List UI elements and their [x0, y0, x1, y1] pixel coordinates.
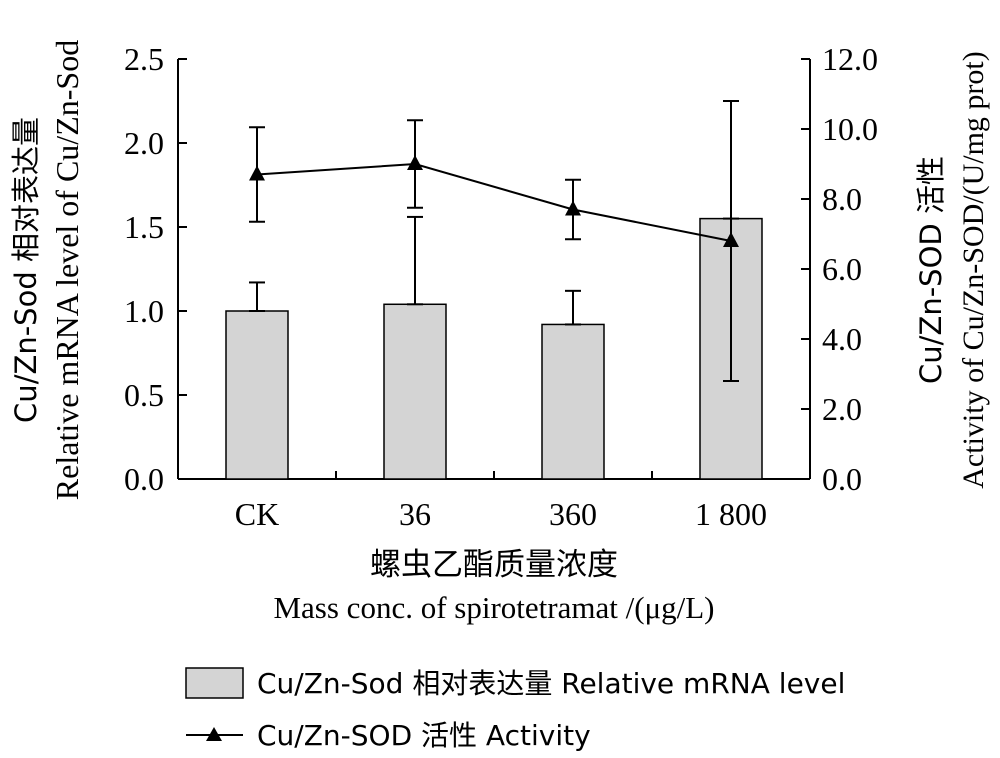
left-axis-ticks: 0.0 0.5 1.0 1.5 2.0 2.5: [124, 41, 187, 497]
right-tick-label: 6.0: [822, 251, 862, 287]
left-tick-label: 2.5: [124, 41, 164, 77]
bar: [383, 303, 447, 480]
left-axis-label-line2: Relative mRNA level of Cu/Zn-Sod: [49, 40, 85, 500]
bar: [225, 310, 289, 480]
x-tick-label: 360: [549, 496, 597, 532]
line-point: [249, 165, 265, 181]
right-tick-label: 10.0: [822, 111, 878, 147]
line-series: [249, 100, 739, 382]
legend-line-label: Cu/Zn-SOD 活性 Activity: [257, 719, 591, 752]
right-tick-label: 4.0: [822, 321, 862, 357]
right-tick-label: 0.0: [822, 461, 862, 497]
legend-triangle-marker: [206, 727, 222, 741]
activity-line: [256, 162, 732, 242]
x-tick-label: 1 800: [695, 496, 767, 532]
bar-series: [225, 217, 763, 480]
right-tick-label: 8.0: [822, 181, 862, 217]
left-tick-label: 0.0: [124, 461, 164, 497]
legend-bar-label: Cu/Zn-Sod 相对表达量 Relative mRNA level: [257, 667, 845, 700]
left-tick-label: 2.0: [124, 125, 164, 161]
line-point: [565, 200, 581, 216]
left-tick-label: 0.5: [124, 377, 164, 413]
right-tick-label: 12.0: [822, 41, 878, 77]
legend: Cu/Zn-Sod 相对表达量 Relative mRNA level Cu/Z…: [185, 667, 845, 752]
bar-error-bars: [249, 100, 739, 326]
legend-bar-swatch: [185, 667, 244, 699]
left-tick-label: 1.0: [124, 293, 164, 329]
x-axis-label-line2: Mass conc. of spirotetramat /(μg/L): [273, 590, 714, 625]
right-tick-label: 2.0: [822, 391, 862, 427]
line-point: [723, 232, 739, 247]
left-axis-label-line1: Cu/Zn-Sod 相对表达量: [9, 117, 43, 423]
right-axis-label-line1: Cu/Zn-SOD 活性: [914, 156, 948, 384]
bar: [541, 323, 605, 480]
x-axis-label-line1: 螺虫乙酯质量浓度: [370, 547, 618, 583]
x-tick-label: CK: [235, 496, 279, 532]
left-tick-label: 1.5: [124, 209, 164, 245]
line-point: [407, 155, 423, 170]
x-axis-tick-labels: CK 36 360 1 800: [235, 471, 767, 532]
right-axis-label-line2: Activity of Cu/Zn-SOD/(U/mg prot): [957, 51, 990, 488]
x-tick-label: 36: [399, 496, 431, 532]
right-axis-ticks: 0.0 2.0 4.0 6.0 8.0 10.0 12.0: [801, 41, 878, 497]
